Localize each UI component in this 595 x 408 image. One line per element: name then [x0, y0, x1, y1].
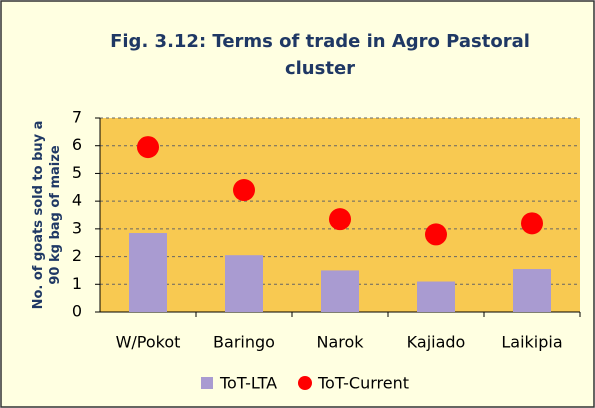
y-tick-label: 7	[72, 108, 82, 127]
x-tick-label: Narok	[316, 333, 364, 352]
y-tick-label: 0	[72, 302, 82, 321]
y-tick-label: 4	[72, 191, 82, 210]
bar	[129, 233, 167, 312]
y-tick-label: 2	[72, 246, 82, 265]
y-tick-label: 1	[72, 274, 82, 293]
legend-label: ToT-LTA	[219, 374, 277, 393]
bar	[225, 255, 263, 312]
y-tick-label: 3	[72, 218, 82, 237]
marker	[521, 212, 543, 235]
y-axis-label: No. of goats sold to buy a 90 kg bag of …	[31, 120, 63, 310]
bar	[513, 269, 551, 312]
x-tick-label: Laikipia	[501, 333, 562, 352]
marker	[329, 208, 351, 231]
bar	[417, 281, 455, 312]
marker	[425, 223, 447, 246]
marker	[137, 136, 159, 159]
y-tick-label: 5	[72, 163, 82, 182]
x-tick-label: W/Pokot	[116, 333, 181, 352]
legend-swatch	[201, 377, 213, 389]
legend-swatch	[298, 376, 312, 390]
x-tick-label: Kajiado	[407, 333, 466, 352]
bar	[321, 270, 359, 312]
y-tick-label: 6	[72, 135, 82, 154]
x-tick-label: Baringo	[213, 333, 275, 352]
legend-label: ToT-Current	[317, 374, 409, 393]
marker	[233, 179, 255, 202]
chart-title: Fig. 3.12: Terms of trade in Agro Pastor…	[110, 31, 530, 79]
